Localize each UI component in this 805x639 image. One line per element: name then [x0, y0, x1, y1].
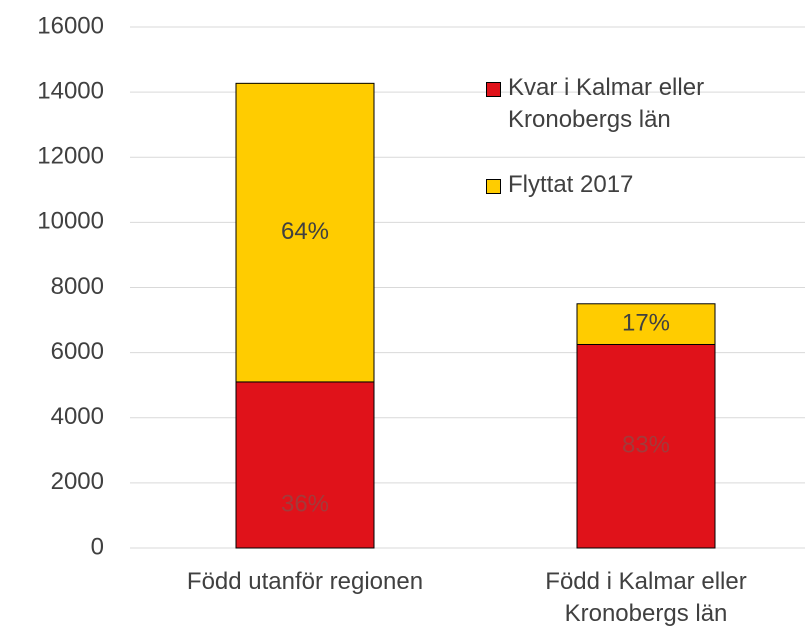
bar-segment [576, 343, 716, 549]
x-tick-label: Född utanför regionen [186, 568, 424, 595]
y-tick-label: 0 [91, 533, 104, 560]
y-tick-label: 16000 [37, 12, 104, 39]
bar-segment [235, 82, 375, 383]
y-tick-label: 12000 [37, 143, 104, 170]
legend-label: Flyttat 2017 [508, 171, 634, 198]
y-tick-label: 6000 [51, 338, 104, 365]
data-label: 83% [622, 432, 670, 459]
bar-segment [235, 381, 375, 549]
data-label: 36% [281, 490, 329, 517]
y-tick-label: 10000 [37, 208, 104, 235]
y-tick-label: 14000 [37, 77, 104, 104]
data-label: 64% [281, 218, 329, 245]
y-tick-label: 8000 [51, 273, 104, 300]
legend-swatch [486, 82, 501, 97]
legend-swatch [486, 179, 501, 194]
y-tick-label: 2000 [51, 468, 104, 495]
legend-label: Kvar i Kalmar eller Kronobergs län [508, 74, 705, 133]
data-label: 17% [622, 309, 670, 336]
x-tick-label: Född i Kalmar eller Kronobergs län [545, 568, 747, 627]
y-tick-label: 4000 [51, 403, 104, 430]
bar-segment [576, 303, 716, 345]
